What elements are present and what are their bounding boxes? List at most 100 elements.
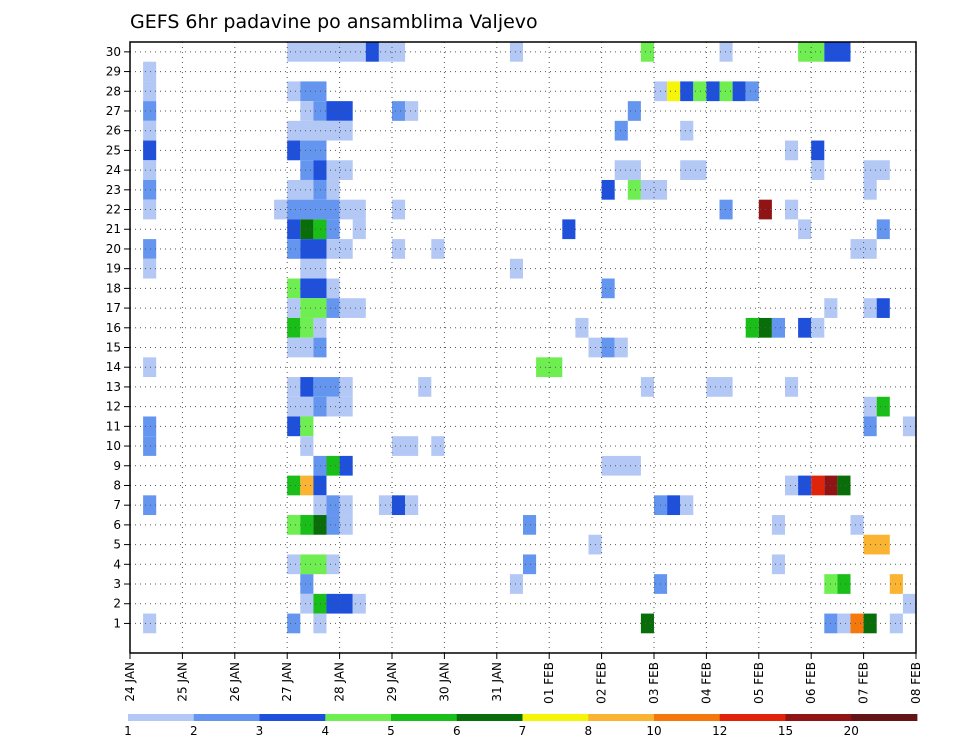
heatmap-cell: [287, 515, 301, 535]
heatmap-cell: [300, 554, 327, 575]
heatmap-cell: [850, 239, 877, 259]
x-tick-label: 30 JAN: [437, 662, 451, 702]
heatmap-cell: [771, 554, 785, 575]
heatmap-cell: [143, 120, 157, 141]
heatmap-cell: [811, 317, 825, 338]
heatmap-cell: [509, 258, 523, 279]
heatmap-cell: [601, 278, 615, 299]
heatmap-cell: [732, 81, 746, 102]
x-tick-label: 03 FEB: [647, 662, 661, 704]
heatmap-cell: [824, 42, 851, 62]
heatmap-cell: [431, 436, 445, 456]
heatmap-cell: [287, 120, 353, 141]
heatmap-cell: [693, 81, 707, 102]
colorbar-swatch: [588, 714, 655, 721]
y-tick-label: 25: [106, 143, 121, 157]
heatmap-cell: [798, 42, 825, 62]
x-tick-label: 04 FEB: [699, 662, 713, 704]
heatmap-cell: [287, 416, 301, 437]
y-tick-label: 24: [106, 163, 121, 177]
heatmap-cell: [287, 317, 301, 338]
x-tick-label: 06 FEB: [804, 662, 818, 704]
heatmap-cell: [601, 179, 615, 200]
colorbar-label: 6: [453, 724, 461, 738]
heatmap-cell: [392, 199, 406, 220]
heatmap-cell: [745, 317, 759, 338]
heatmap-cell: [326, 515, 340, 535]
heatmap-cell: [300, 298, 327, 318]
heatmap-cell: [352, 593, 366, 614]
heatmap-cell: [876, 396, 890, 417]
heatmap-cell: [287, 140, 301, 161]
heatmap-cell: [300, 219, 314, 240]
x-tick-label: 31 JAN: [490, 662, 504, 702]
heatmap-cell: [287, 81, 301, 102]
colorbar-label: 8: [584, 724, 592, 738]
grid-lines: [130, 42, 916, 653]
heatmap-cell: [300, 377, 314, 397]
heatmap-cell: [143, 613, 157, 634]
colorbar-label: 10: [646, 724, 661, 738]
heatmap-cell: [405, 101, 419, 121]
heatmap-cell: [365, 42, 379, 62]
heatmap-cell: [771, 317, 785, 338]
heatmap-cell: [326, 219, 340, 240]
heatmap-cell: [326, 101, 353, 121]
heatmap-cell: [143, 81, 157, 102]
heatmap-cell: [300, 593, 314, 614]
heatmap-cell: [287, 239, 301, 259]
y-tick-label: 9: [113, 459, 121, 473]
heatmap-cell: [876, 219, 890, 240]
y-tick-label: 3: [113, 577, 121, 591]
heatmap-cell: [143, 101, 157, 121]
heatmap-cell: [300, 475, 314, 496]
heatmap-cell: [640, 377, 654, 397]
colorbar-swatch: [456, 714, 523, 721]
heatmap-cell: [392, 495, 406, 516]
heatmap-cell: [326, 455, 340, 476]
heatmap-cell: [680, 495, 694, 516]
colorbar-swatch: [719, 714, 786, 721]
heatmap-cell: [143, 436, 157, 456]
heatmap-cell: [785, 377, 799, 397]
heatmap-cell: [378, 42, 406, 62]
heatmap-cell: [889, 613, 903, 634]
heatmap-cell: [326, 239, 353, 259]
heatmap-cell: [339, 377, 353, 397]
heatmap-cell: [876, 298, 890, 318]
x-tick-label: 26 JAN: [228, 662, 242, 702]
y-tick-label: 18: [106, 281, 121, 295]
colorbar-label: 12: [712, 724, 727, 738]
heatmap-cell: [405, 495, 419, 516]
heatmap-cell: [313, 593, 327, 614]
x-tick-label: 28 JAN: [333, 662, 347, 702]
chart-title: GEFS 6hr padavine po ansamblima Valjevo: [130, 11, 538, 33]
colorbar-label: 20: [844, 724, 859, 738]
colorbar-swatch: [259, 714, 326, 721]
heatmap-cell: [811, 475, 825, 496]
x-tick-label: 05 FEB: [752, 662, 766, 704]
y-tick-label: 22: [106, 203, 121, 217]
y-axis: 1234567891011121314151617181920212223242…: [106, 45, 130, 630]
heatmap-cell: [771, 515, 785, 535]
heatmap-cell: [509, 574, 523, 594]
heatmap-cell: [614, 160, 641, 180]
heatmap-cell: [326, 160, 353, 180]
heatmap-cell: [811, 140, 825, 161]
x-tick-label: 08 FEB: [909, 662, 923, 704]
colorbar-swatch: [522, 714, 589, 721]
heatmap-cell: [418, 377, 432, 397]
y-tick-label: 5: [113, 538, 121, 552]
heatmap-cell: [640, 613, 654, 634]
heatmap-cell: [287, 298, 301, 318]
y-tick-label: 16: [106, 321, 121, 335]
x-tick-label: 25 JAN: [175, 662, 189, 702]
heatmap-cell: [143, 61, 157, 82]
y-tick-label: 7: [113, 498, 121, 512]
colorbar-label: 1: [124, 724, 132, 738]
heatmap-cell: [313, 337, 327, 358]
y-tick-label: 17: [106, 301, 121, 315]
heatmap-cell: [143, 495, 157, 516]
y-tick-label: 14: [106, 360, 121, 374]
